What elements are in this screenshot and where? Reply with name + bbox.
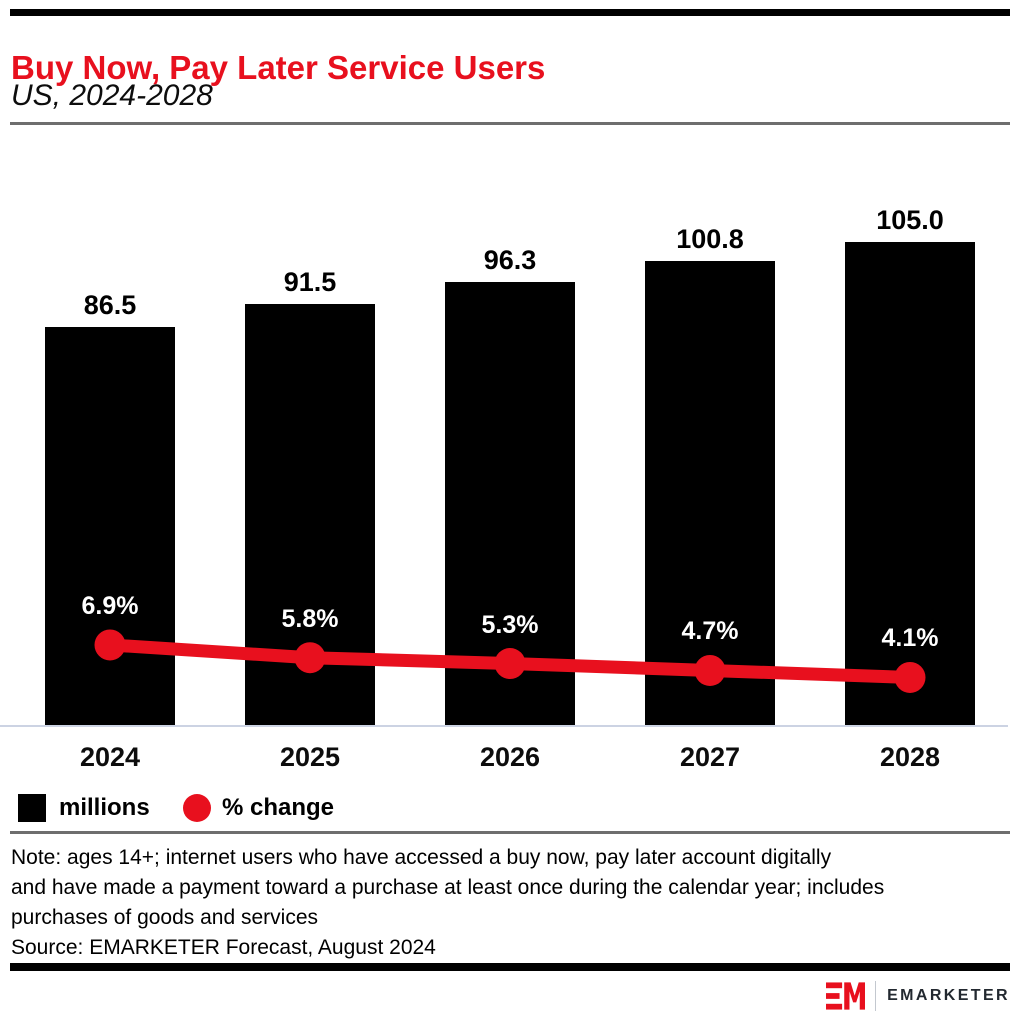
pct-label-2027: 4.7%: [681, 617, 739, 646]
note-line: purchases of goods and services: [11, 906, 319, 929]
page-title: Buy Now, Pay Later Service Users: [11, 49, 546, 87]
legend-item-millions: millions: [18, 794, 150, 822]
source-text: Source: EMARKETER Forecast, August 2024: [11, 936, 436, 959]
brand-name: EMARKETER: [887, 987, 1010, 1004]
bar-value-2025: 91.5: [283, 267, 337, 298]
legend: millions % change: [0, 794, 1020, 824]
bar-value-2026: 96.3: [483, 245, 537, 276]
bar-value-2027: 100.8: [676, 224, 744, 255]
bottom-rule: [10, 963, 1010, 971]
year-label-2027: 2027: [679, 742, 741, 772]
x-axis-line: [0, 725, 1008, 727]
footer-divider: [10, 831, 1010, 834]
bar-2027: [645, 261, 775, 725]
legend-label-pct-change: % change: [222, 794, 335, 821]
year-label-2026: 2026: [479, 742, 541, 772]
header-divider: [10, 122, 1010, 125]
line-swatch-icon: [183, 794, 211, 822]
note-line: Note: ages 14+; internet users who have …: [11, 846, 832, 869]
year-label-2024: 2024: [79, 742, 141, 772]
legend-item-pct-change: % change: [183, 794, 334, 822]
emarketer-logo-icon: [826, 982, 866, 1010]
note-line: and have made a payment toward a purchas…: [11, 876, 885, 899]
bar-2024: [45, 327, 175, 725]
pct-label-2028: 4.1%: [881, 624, 939, 653]
pct-label-2026: 5.3%: [481, 610, 539, 639]
pct-label-2025: 5.8%: [281, 604, 339, 633]
legend-label-millions: millions: [59, 794, 150, 821]
bar-value-2024: 86.5: [83, 290, 137, 321]
bar-2025: [245, 304, 375, 725]
year-label-2028: 2028: [879, 742, 941, 772]
note-block: Note: ages 14+; internet users who have …: [11, 843, 884, 963]
year-label-2025: 2025: [279, 742, 341, 772]
logo-divider: [875, 981, 877, 1011]
bar-value-2028: 105.0: [876, 205, 944, 235]
page-subtitle: US, 2024-2028: [11, 79, 213, 112]
brand-logo: EMARKETER: [826, 981, 1010, 1011]
pct-label-2024: 6.9%: [81, 591, 139, 620]
bar-2026: [445, 282, 575, 725]
bar-swatch-icon: [18, 794, 46, 822]
top-rule: [10, 9, 1010, 16]
